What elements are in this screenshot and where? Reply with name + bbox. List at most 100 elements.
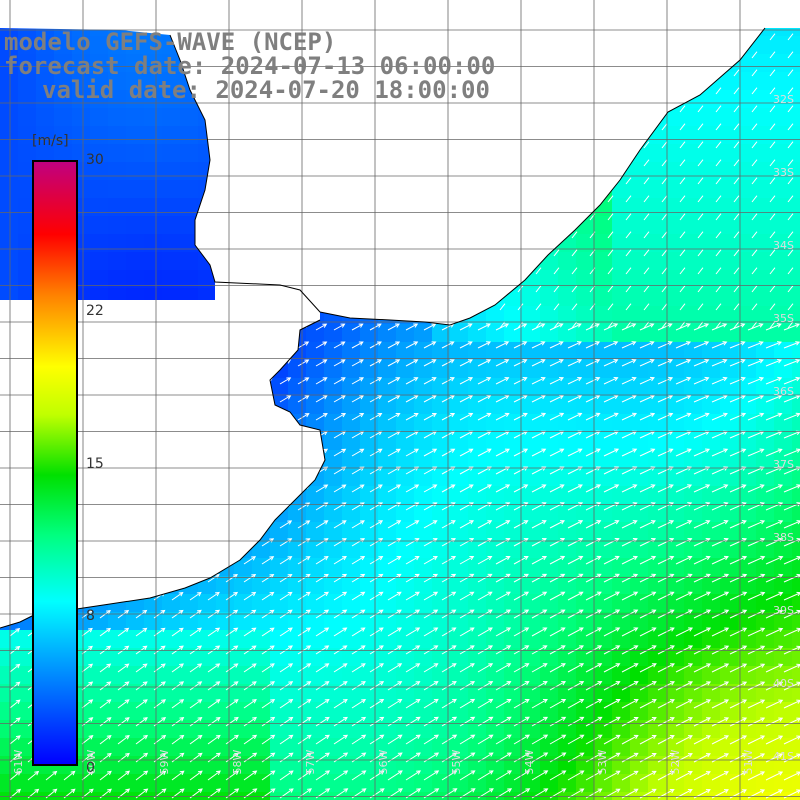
wind-arrow xyxy=(423,484,438,493)
field-cell xyxy=(720,738,738,756)
wind-arrow xyxy=(621,341,637,349)
field-cell xyxy=(774,486,792,504)
field-cell xyxy=(666,216,684,234)
field-cell xyxy=(666,540,684,558)
wind-arrow xyxy=(495,573,511,583)
field-cell xyxy=(216,720,234,738)
field-cell xyxy=(252,540,270,558)
field-cell xyxy=(72,90,90,108)
field-cell xyxy=(756,180,774,198)
wind-arrow xyxy=(747,323,764,331)
wind-arrow xyxy=(603,412,619,421)
field-cell xyxy=(738,396,756,414)
wind-arrow xyxy=(387,520,402,529)
wind-arrow xyxy=(351,341,364,349)
field-cell xyxy=(630,252,648,270)
field-cell xyxy=(144,630,162,648)
field-cell xyxy=(684,378,702,396)
field-cell xyxy=(306,648,324,666)
wind-arrow xyxy=(585,412,601,421)
field-cell xyxy=(684,252,702,270)
field-cell xyxy=(792,648,800,666)
field-cell xyxy=(18,234,36,252)
wind-arrow xyxy=(765,376,783,385)
field-cell xyxy=(738,468,756,486)
field-cell xyxy=(720,198,738,216)
field-cell xyxy=(0,72,18,90)
field-cell xyxy=(432,792,450,800)
field-cell xyxy=(738,378,756,396)
wind-arrow xyxy=(387,395,401,403)
wind-arrow xyxy=(549,502,565,511)
field-cell xyxy=(180,144,198,162)
field-cell xyxy=(648,576,666,594)
wind-arrow xyxy=(765,484,783,493)
wind-arrow xyxy=(639,573,657,583)
wind-arrow xyxy=(459,395,474,403)
wind-arrow xyxy=(297,573,311,583)
field-cell xyxy=(90,108,108,126)
wind-arrow xyxy=(297,377,310,385)
field-cell xyxy=(414,666,432,684)
field-cell xyxy=(270,702,288,720)
field-cell xyxy=(612,198,630,216)
field-cell xyxy=(324,576,342,594)
field-cell xyxy=(576,234,594,252)
field-cell xyxy=(162,90,180,108)
wind-arrow xyxy=(405,520,420,529)
field-cell xyxy=(540,792,558,800)
wind-arrow xyxy=(693,448,710,457)
field-cell xyxy=(576,504,594,522)
wind-arrow xyxy=(495,359,510,367)
field-cell xyxy=(126,738,144,756)
wind-arrow xyxy=(315,591,329,601)
field-cell xyxy=(666,522,684,540)
field-cell xyxy=(270,576,288,594)
field-cell xyxy=(342,576,360,594)
wind-arrow xyxy=(639,484,656,493)
field-cell xyxy=(234,792,252,800)
field-cell xyxy=(756,234,774,252)
field-cell xyxy=(702,432,720,450)
wind-arrow xyxy=(477,573,493,583)
field-cell xyxy=(720,540,738,558)
field-cell xyxy=(684,756,702,774)
field-cell xyxy=(540,450,558,468)
wind-arrow xyxy=(207,591,220,601)
field-cell xyxy=(720,342,738,360)
field-cell xyxy=(612,234,630,252)
field-cell xyxy=(90,774,108,792)
field-cell xyxy=(180,162,198,180)
field-cell xyxy=(414,648,432,666)
field-cell xyxy=(774,702,792,720)
field-cell xyxy=(126,252,144,270)
field-cell xyxy=(54,774,72,792)
field-cell xyxy=(792,54,800,72)
field-cell xyxy=(792,738,800,756)
field-cell xyxy=(108,108,126,126)
wind-arrow xyxy=(711,448,729,457)
field-cell xyxy=(144,648,162,666)
field-cell xyxy=(0,108,18,126)
field-cell xyxy=(576,468,594,486)
wind-arrow xyxy=(477,520,493,529)
lat-label: 35S xyxy=(773,312,794,325)
field-cell xyxy=(774,72,792,90)
field-cell xyxy=(306,774,324,792)
field-cell xyxy=(252,630,270,648)
field-cell xyxy=(774,414,792,432)
field-cell xyxy=(666,666,684,684)
wind-arrow xyxy=(783,466,800,475)
field-cell xyxy=(576,270,594,288)
field-cell xyxy=(360,738,378,756)
wind-arrow xyxy=(639,412,656,421)
field-cell xyxy=(756,666,774,684)
field-cell xyxy=(684,702,702,720)
wind-arrow xyxy=(765,466,783,475)
field-cell xyxy=(504,306,522,324)
wind-arrow xyxy=(675,341,692,349)
field-cell xyxy=(342,774,360,792)
field-cell xyxy=(360,702,378,720)
wind-arrow xyxy=(675,448,692,457)
field-cell xyxy=(630,234,648,252)
